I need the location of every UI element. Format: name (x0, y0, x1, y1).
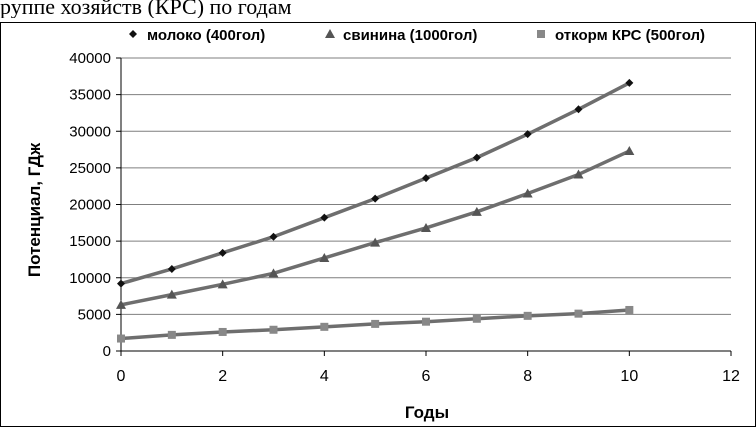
x-tick-label: 2 (218, 368, 227, 385)
data-point (218, 327, 227, 336)
y-tick-label: 15000 (69, 233, 111, 250)
data-point (523, 130, 532, 139)
data-point (269, 232, 278, 241)
series-line (119, 149, 632, 307)
y-tick-label: 5000 (78, 306, 111, 323)
data-point (522, 188, 533, 198)
y-tick-label: 40000 (69, 50, 111, 67)
data-point (319, 252, 330, 262)
series-layer (116, 78, 635, 343)
chart-legend: молоко (400гол) свинина (1000гол) откорм К… (129, 27, 705, 44)
series-1 (117, 78, 634, 288)
data-point (573, 169, 584, 179)
data-point (269, 325, 278, 334)
data-point (167, 330, 176, 339)
chart-border (0, 22, 756, 427)
data-point (371, 319, 380, 328)
data-point (370, 237, 381, 247)
data-point (217, 279, 228, 289)
data-point (371, 194, 380, 203)
data-point (523, 311, 532, 320)
x-tick-label: 8 (523, 368, 532, 385)
data-point (472, 153, 481, 162)
data-point (625, 305, 634, 314)
y-tick-label: 10000 (69, 270, 111, 287)
y-tick-label: 35000 (69, 87, 111, 104)
data-point (117, 279, 125, 288)
data-point (166, 289, 177, 299)
axes (116, 57, 732, 356)
data-point (218, 248, 227, 257)
y-tick-label: 30000 (69, 123, 111, 140)
y-tick-labels: 0 5000 10000 15000 20000 25000 30000 35000 40000 (69, 50, 111, 360)
data-point (625, 78, 634, 87)
data-point (268, 268, 279, 278)
legend-marker (537, 30, 545, 38)
x-tick-label: 6 (422, 368, 431, 385)
y-axis-label: Потенциал, ГДж (25, 142, 44, 277)
legend-item: молоко (400гол) (129, 27, 265, 44)
x-tick-label: 0 (117, 368, 126, 385)
legend-marker (129, 30, 137, 38)
x-tick-label: 4 (320, 368, 329, 385)
legend-marker (325, 29, 335, 38)
data-point (117, 334, 125, 343)
y-tick-label: 0 (103, 343, 111, 360)
gridlines (121, 57, 731, 315)
x-tick-label: 12 (722, 368, 740, 385)
legend-label: молоко (400гол) (147, 27, 265, 44)
data-point (422, 174, 430, 183)
y-tick-label: 20000 (69, 197, 111, 214)
legend-item: свинина (1000гол) (325, 27, 477, 44)
x-tick-label: 10 (620, 368, 638, 385)
x-tick-labels: 0 2 4 6 8 10 12 (117, 368, 740, 385)
y-tick-label: 25000 (69, 160, 111, 177)
data-point (471, 206, 482, 216)
legend-item: откорм КРС (500гол) (537, 27, 705, 44)
data-point (422, 317, 430, 326)
data-point (167, 264, 176, 273)
legend-label: откорм КРС (500гол) (555, 27, 705, 44)
data-point (574, 309, 583, 318)
series-2 (116, 146, 635, 309)
data-point (574, 105, 583, 114)
x-axis-label: Годы (405, 403, 449, 422)
data-point (472, 314, 481, 323)
series-3 (117, 305, 634, 343)
data-point (421, 222, 431, 232)
data-point (116, 299, 126, 309)
page-top-text: руппе хозяйств (КРС) по годам (0, 0, 292, 18)
data-point (320, 213, 329, 222)
data-point (624, 146, 635, 156)
data-point (320, 322, 329, 331)
legend-label: свинина (1000гол) (343, 27, 477, 44)
